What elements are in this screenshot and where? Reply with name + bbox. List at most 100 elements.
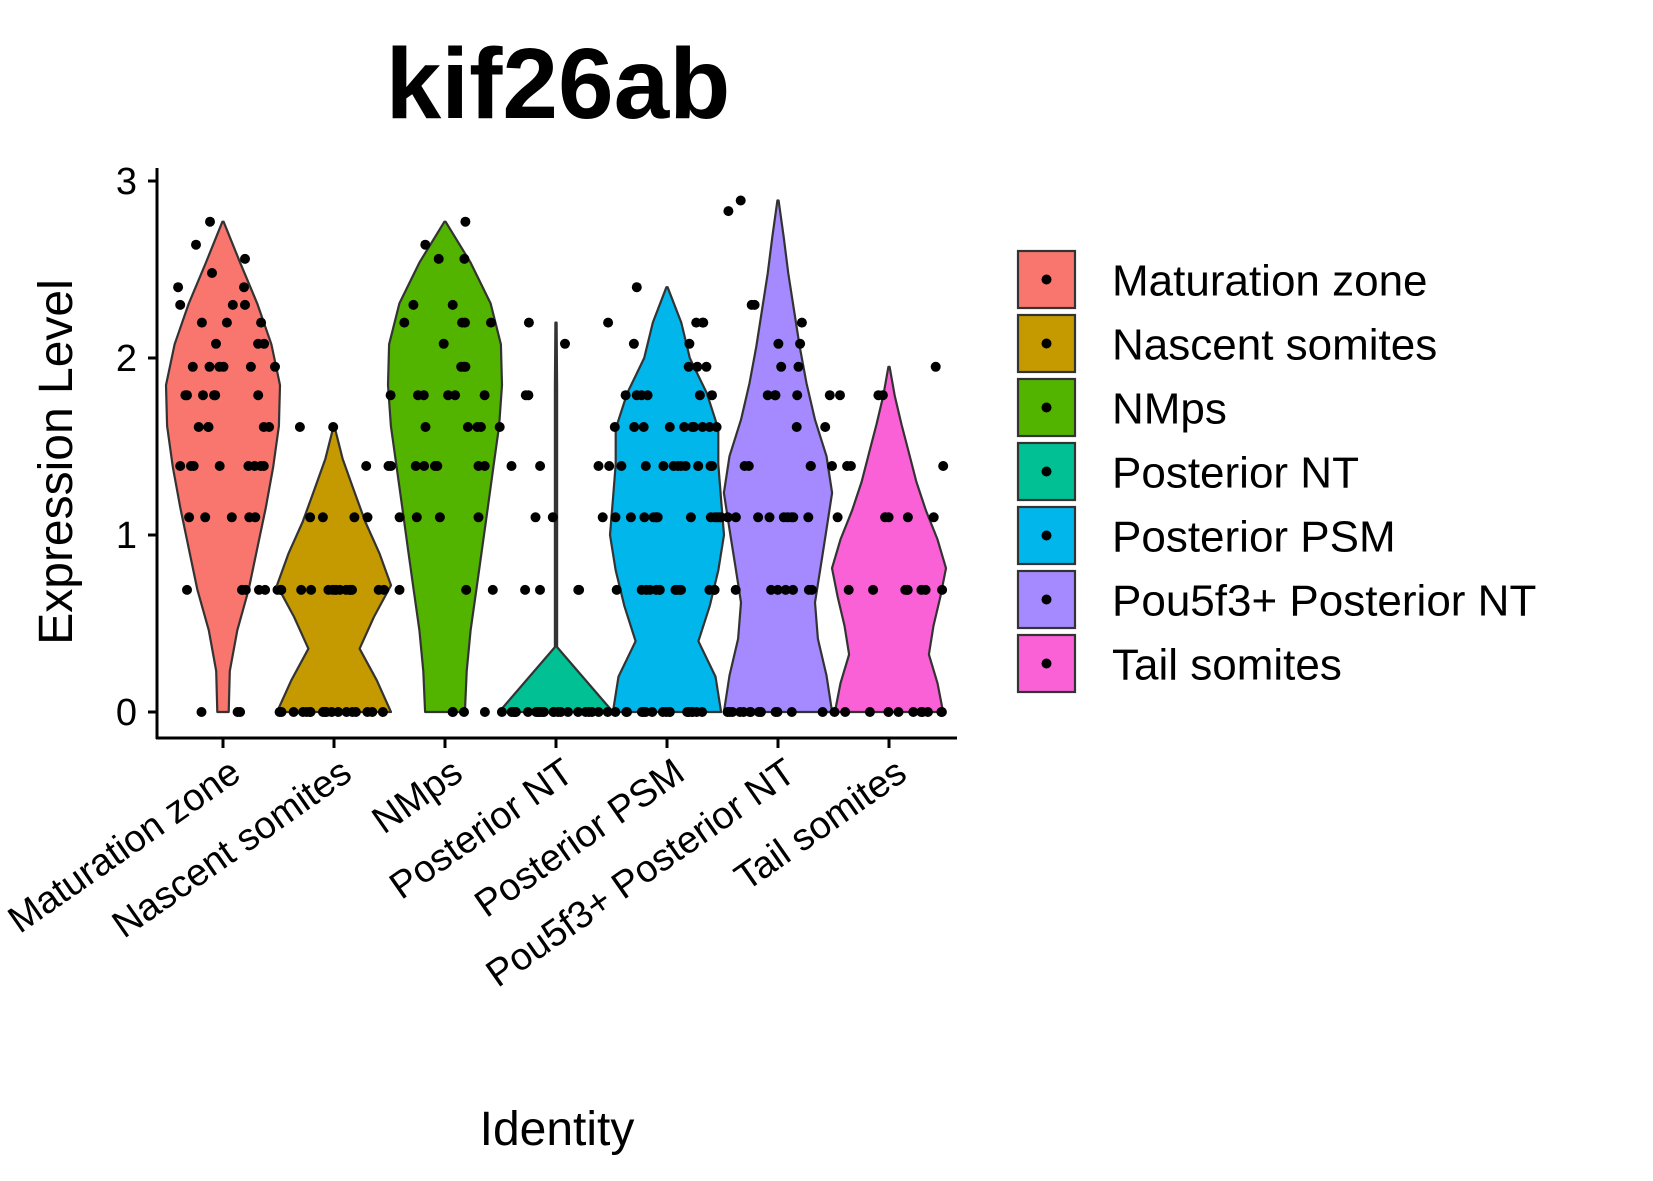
legend-label: NMps — [1112, 385, 1227, 434]
data-point — [735, 195, 746, 206]
data-point — [203, 422, 214, 432]
data-point — [691, 317, 702, 328]
data-point — [447, 299, 458, 310]
data-point — [648, 512, 659, 523]
data-point — [240, 253, 250, 264]
data-point — [399, 317, 410, 328]
data-point — [240, 584, 251, 595]
data-point — [704, 422, 715, 432]
data-point — [573, 584, 584, 595]
data-point — [373, 584, 384, 595]
data-point — [408, 299, 419, 310]
data-point — [745, 707, 756, 717]
data-point — [459, 253, 470, 264]
data-point — [602, 707, 613, 717]
data-point — [916, 584, 927, 595]
data-point — [722, 707, 733, 717]
data-point — [610, 707, 621, 717]
data-point — [298, 707, 308, 717]
data-point — [443, 390, 454, 401]
data-point — [639, 512, 650, 523]
data-point — [593, 707, 604, 717]
data-point — [530, 512, 541, 523]
data-point — [628, 338, 639, 349]
data-point — [548, 707, 559, 717]
data-point — [746, 299, 757, 310]
data-point — [256, 317, 267, 328]
data-point — [227, 299, 238, 310]
data-point — [845, 461, 856, 471]
data-point — [361, 461, 372, 471]
data-point — [693, 461, 704, 471]
data-point — [675, 461, 686, 471]
data-point — [642, 390, 653, 401]
data-point — [597, 512, 608, 523]
data-point — [937, 584, 948, 595]
data-point — [573, 707, 584, 717]
data-point — [350, 707, 361, 717]
data-point — [462, 422, 473, 432]
data-point — [180, 390, 191, 401]
data-point — [610, 512, 621, 523]
data-point — [186, 461, 196, 471]
data-point — [210, 390, 221, 401]
data-point — [631, 282, 642, 293]
data-point — [780, 584, 791, 595]
data-point — [411, 512, 422, 523]
data-point — [687, 422, 698, 432]
legend: Maturation zone Nascent somites NMps Poster… — [1016, 249, 1536, 694]
data-point — [200, 512, 211, 523]
legend-point — [1041, 338, 1052, 349]
data-point — [930, 361, 941, 372]
data-point — [880, 512, 891, 523]
data-point — [294, 422, 305, 432]
data-point — [486, 317, 496, 328]
data-point — [479, 707, 490, 717]
data-point — [651, 584, 662, 595]
violin-5 — [722, 199, 834, 714]
data-point — [792, 390, 803, 401]
data-point — [704, 584, 715, 595]
data-point — [410, 461, 421, 471]
data-point — [386, 461, 396, 471]
plot-area — [164, 195, 949, 717]
data-point — [843, 584, 854, 595]
chart-title: kif26ab — [386, 28, 731, 140]
data-point — [214, 361, 225, 372]
data-point — [692, 361, 703, 372]
legend-point — [1041, 466, 1052, 477]
data-point — [211, 338, 221, 349]
legend-point — [1041, 530, 1052, 541]
data-point — [796, 317, 807, 328]
data-point — [621, 707, 632, 717]
data-point — [207, 268, 217, 278]
data-point — [625, 512, 636, 523]
data-point — [433, 253, 444, 264]
data-point — [772, 707, 783, 717]
data-point — [611, 584, 622, 595]
data-point — [685, 512, 696, 523]
data-point — [205, 216, 215, 227]
data-point — [367, 707, 378, 717]
data-point — [420, 422, 431, 432]
data-point — [538, 707, 549, 717]
data-point — [580, 707, 591, 717]
data-point — [413, 390, 423, 401]
data-point — [459, 707, 469, 717]
data-point — [668, 461, 679, 471]
data-point — [620, 390, 631, 401]
data-point — [317, 512, 328, 523]
y-tick-label: 3 — [116, 161, 137, 203]
data-point — [509, 707, 520, 717]
data-point — [377, 707, 388, 717]
data-point — [193, 422, 204, 432]
data-point — [629, 422, 640, 432]
legend-label: Pou5f3+ Posterior NT — [1112, 577, 1536, 626]
data-point — [916, 707, 927, 717]
data-point — [820, 422, 831, 432]
data-point — [523, 390, 534, 401]
data-point — [487, 584, 498, 595]
data-point — [711, 422, 722, 432]
data-point — [817, 707, 828, 717]
data-point — [523, 317, 534, 328]
